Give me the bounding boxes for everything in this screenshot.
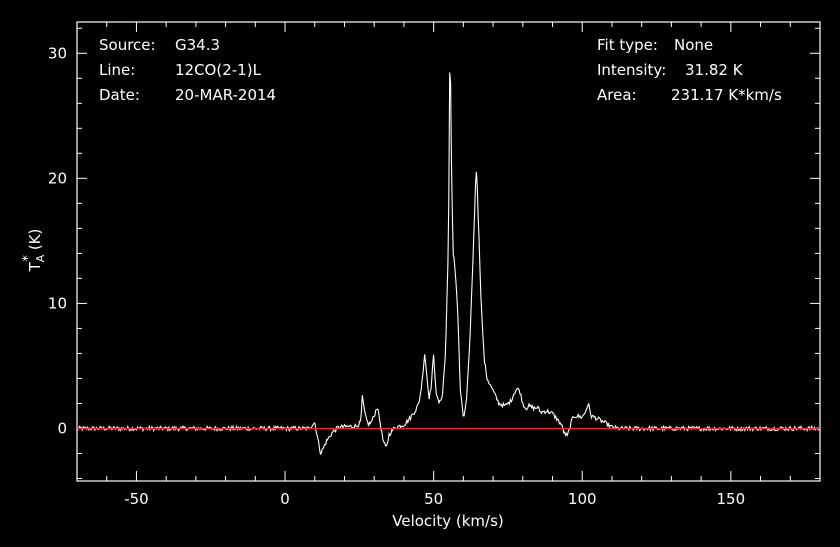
date-label: Date: bbox=[99, 86, 140, 104]
y-tick-label: 10 bbox=[48, 294, 67, 312]
x-tick-label: 50 bbox=[424, 490, 443, 508]
plot-frame bbox=[76, 21, 821, 482]
y-tick-label: 20 bbox=[48, 169, 67, 187]
x-tick-label: 100 bbox=[568, 490, 597, 508]
fit-type-value: None bbox=[674, 36, 713, 54]
y-axis-label-unit: (K) bbox=[26, 229, 44, 251]
y-axis-label-sup: * bbox=[21, 255, 36, 262]
fit-type-label: Fit type: bbox=[597, 36, 658, 54]
y-axis-label-sub: A bbox=[34, 254, 47, 262]
line-label: Line: bbox=[99, 61, 135, 79]
source-value: G34.3 bbox=[175, 36, 220, 54]
date-value: 20-MAR-2014 bbox=[175, 86, 276, 104]
axes bbox=[76, 21, 821, 482]
intensity-label: Intensity: bbox=[597, 61, 666, 79]
area-label: Area: bbox=[597, 86, 637, 104]
y-tick-label: 0 bbox=[57, 419, 67, 437]
intensity-value: 31.82 K bbox=[685, 61, 744, 79]
source-label: Source: bbox=[99, 36, 156, 54]
x-tick-label: 150 bbox=[717, 490, 746, 508]
area-value: 231.17 K*km/s bbox=[671, 86, 782, 104]
data-layer bbox=[76, 72, 821, 455]
y-tick-label: 30 bbox=[48, 44, 67, 62]
line-value: 12CO(2-1)L bbox=[175, 61, 262, 79]
x-tick-label: -50 bbox=[124, 490, 149, 508]
x-tick-label: 0 bbox=[280, 490, 290, 508]
y-axis-label: TA* (K) bbox=[21, 229, 47, 273]
y-axis-label-main: T bbox=[26, 261, 44, 272]
ticks: -50 0 50 100 150 0 10 20 30 bbox=[48, 22, 821, 508]
x-axis-label: Velocity (km/s) bbox=[392, 512, 503, 530]
